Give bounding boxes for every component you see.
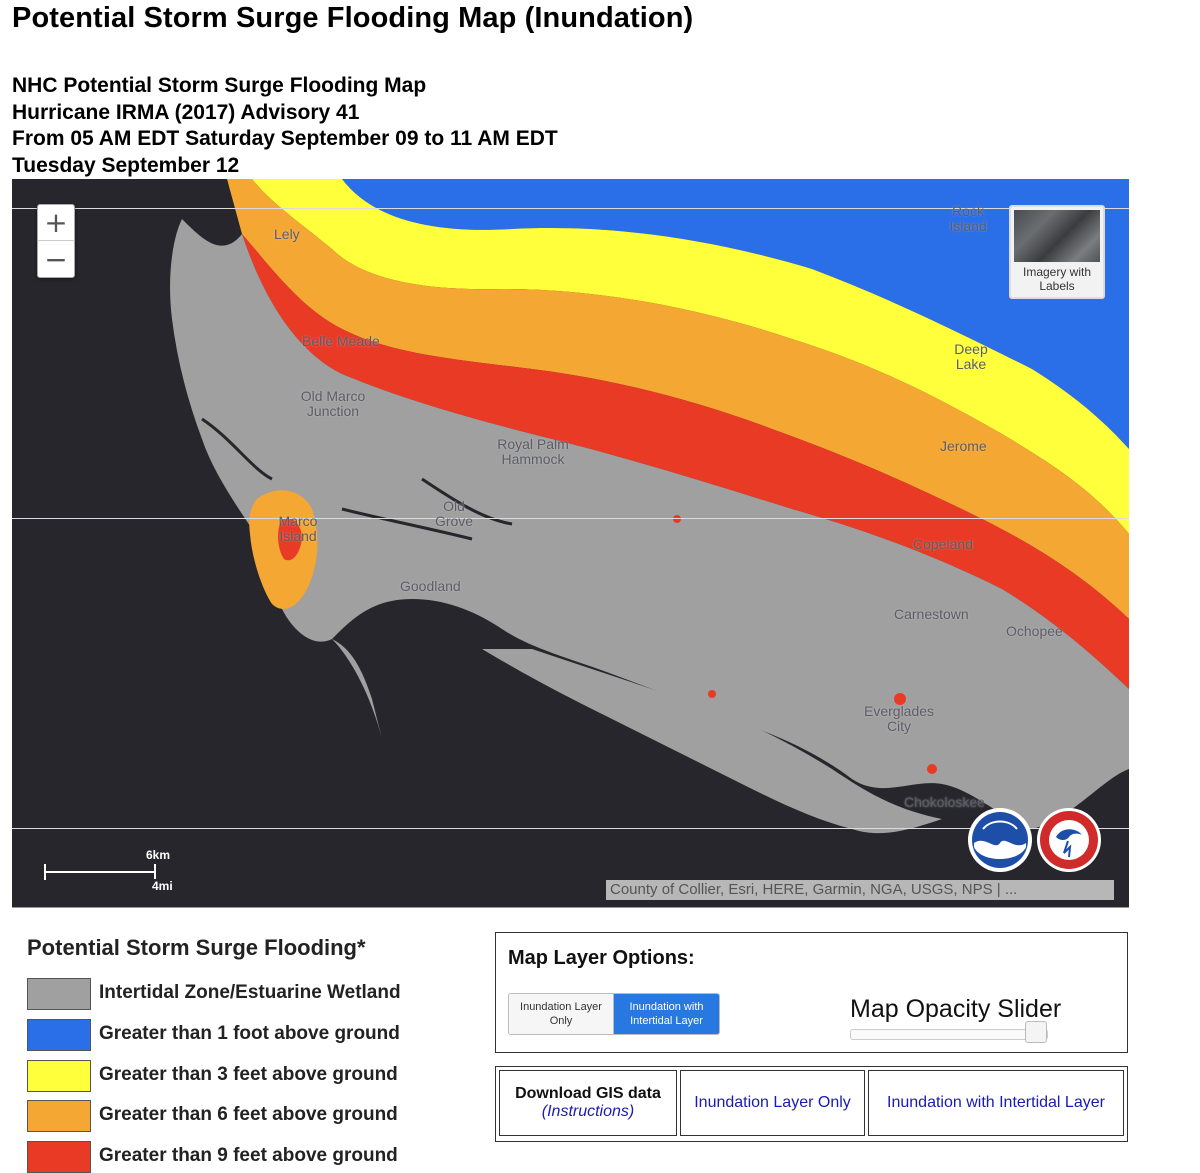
opacity-slider-track[interactable] xyxy=(850,1029,1048,1040)
legend-label: Greater than 6 feet above ground xyxy=(99,1104,398,1125)
place-label: Marco Island xyxy=(278,513,318,544)
place-label: Old Marco Junction xyxy=(300,388,366,419)
download-gis-header: Download GIS data xyxy=(515,1085,661,1102)
opacity-slider-label: Map Opacity Slider xyxy=(850,995,1062,1023)
download-cell: Inundation with Intertidal Layer xyxy=(868,1070,1124,1136)
map-gridline xyxy=(12,518,1129,519)
layer-toggle-group: Inundation Layer Only Inundation with In… xyxy=(508,993,720,1035)
place-label: Old Grove xyxy=(434,498,474,529)
place-label: Lely xyxy=(274,226,300,242)
gis-download-table: Download GIS data (Instructions) Inundat… xyxy=(495,1066,1128,1142)
page-title: Potential Storm Surge Flooding Map (Inun… xyxy=(12,2,694,34)
subtitle-line: Tuesday September 12 xyxy=(12,153,240,177)
subtitle-line: Hurricane IRMA (2017) Advisory 41 xyxy=(12,100,360,124)
legend-swatch xyxy=(27,1100,91,1132)
place-label: Carnestown xyxy=(894,606,969,622)
zoom-out-button[interactable]: − xyxy=(44,242,68,276)
place-label: Chokoloskee xyxy=(904,794,985,810)
download-inundation-only-link[interactable]: Inundation Layer Only xyxy=(694,1094,851,1111)
instructions-link[interactable]: (Instructions) xyxy=(541,1103,635,1120)
place-label: Belle Meade xyxy=(302,333,380,349)
subtitle-line: From 05 AM EDT Saturday September 09 to … xyxy=(12,127,558,150)
storm-surge-layer xyxy=(170,179,1129,834)
legend-swatch xyxy=(27,1019,91,1051)
surge-band-6ft xyxy=(227,179,1129,619)
map-subtitle: NHC Potential Storm Surge Flooding Map H… xyxy=(12,73,558,179)
legend-swatch xyxy=(27,978,91,1010)
marco-island-red xyxy=(278,517,302,561)
scale-mi-label: 4mi xyxy=(152,879,173,893)
surge-band-9ft xyxy=(242,234,1129,689)
inundation-intertidal-toggle[interactable]: Inundation with Intertidal Layer xyxy=(614,994,719,1034)
map-gridline xyxy=(12,828,1129,829)
noaa-logo-icon xyxy=(968,808,1032,872)
zoom-control: + − xyxy=(37,204,75,278)
download-cell: Inundation Layer Only xyxy=(680,1070,865,1136)
inundation-only-toggle[interactable]: Inundation Layer Only xyxy=(509,994,614,1034)
map-layer-options: Map Layer Options: Inundation Layer Only… xyxy=(495,932,1128,1053)
download-inundation-intertidal-link[interactable]: Inundation with Intertidal Layer xyxy=(887,1094,1105,1111)
map-gridline xyxy=(12,208,1129,209)
place-label: Rock Island xyxy=(949,203,987,234)
scale-bar: 6km 4mi xyxy=(42,847,192,893)
zoom-in-button[interactable]: + xyxy=(38,205,74,241)
intertidal-zone xyxy=(170,219,1129,829)
legend-swatch xyxy=(27,1060,91,1092)
surge-band-1ft xyxy=(342,179,1129,449)
place-label: Deep Lake xyxy=(954,341,988,372)
basemap-thumbnail xyxy=(1014,210,1100,262)
download-gis-cell: Download GIS data (Instructions) xyxy=(499,1070,677,1136)
legend-swatch xyxy=(27,1141,91,1173)
place-label: Jerome xyxy=(940,438,987,454)
legend-label: Greater than 1 foot above ground xyxy=(99,1023,400,1044)
subtitle-line: NHC Potential Storm Surge Flooding Map xyxy=(12,74,427,97)
map-attribution: County of Collier, Esri, HERE, Garmin, N… xyxy=(606,880,1114,900)
place-label: Copeland xyxy=(913,536,973,552)
national-weather-service-logo-icon xyxy=(1037,808,1101,872)
legend-label: Greater than 3 feet above ground xyxy=(99,1064,398,1085)
legend-label: Greater than 9 feet above ground xyxy=(99,1145,398,1166)
legend-label: Intertidal Zone/Estuarine Wetland xyxy=(99,982,401,1003)
layer-options-title: Map Layer Options: xyxy=(508,947,695,969)
surge-band-3ft xyxy=(252,179,1129,534)
opacity-slider-handle[interactable] xyxy=(1025,1021,1047,1043)
southern-islands xyxy=(332,639,942,834)
place-label: Everglades City xyxy=(864,703,935,734)
place-label: Ochopee xyxy=(1006,623,1063,639)
basemap-toggle[interactable]: Imagery with Labels xyxy=(1009,205,1105,299)
place-label: Royal Palm Hammock xyxy=(497,436,569,467)
scale-km-label: 6km xyxy=(146,848,171,862)
map-viewport[interactable]: + − Imagery with Labels Rock Island Lely… xyxy=(12,179,1129,908)
basemap-toggle-label: Imagery with Labels xyxy=(1022,265,1092,293)
place-label: Goodland xyxy=(400,578,461,594)
legend-title: Potential Storm Surge Flooding* xyxy=(27,935,366,960)
